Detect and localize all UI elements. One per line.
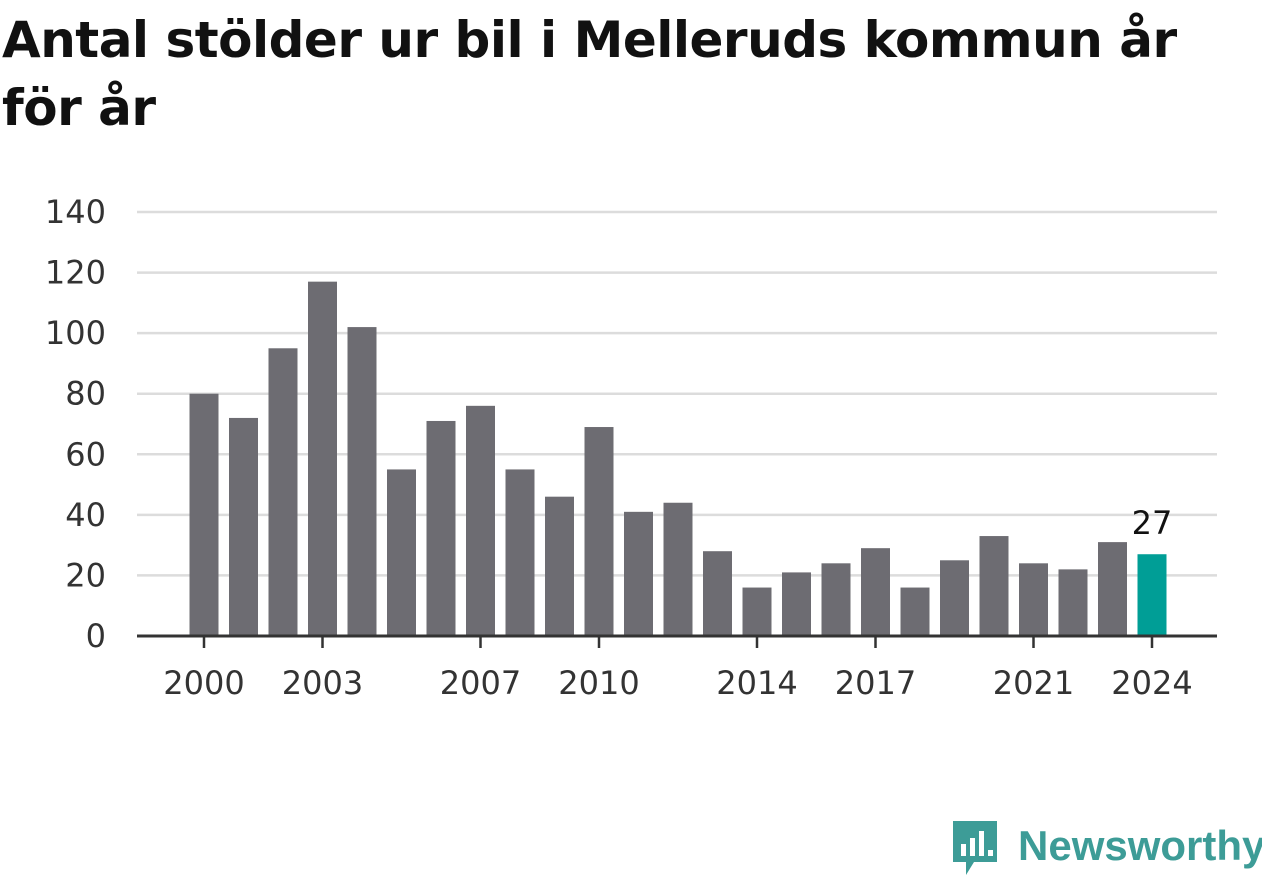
bar-2010 [584, 427, 614, 636]
bar-2021 [1019, 563, 1048, 636]
bar-2017 [861, 548, 890, 636]
bar-2001 [229, 417, 258, 636]
bar-2023 [1098, 542, 1127, 636]
data-label-2024: 27 [1132, 504, 1173, 542]
y-tick-label: 80 [65, 375, 106, 413]
bar-2008 [505, 469, 535, 636]
y-axis-ticks: 0 20 40 60 80 100 120 140 [45, 193, 106, 655]
x-tick-label: 2021 [993, 664, 1074, 702]
bar-2024 [1137, 554, 1167, 636]
bar-2012 [663, 502, 693, 636]
chart-title: Antal stölder ur bil i Melleruds kommun … [2, 11, 1177, 137]
y-tick-label: 140 [45, 193, 106, 231]
y-tick-label: 20 [65, 556, 106, 594]
bar-2016 [821, 563, 851, 636]
x-tick-label: 2000 [163, 664, 244, 702]
bar-2022 [1058, 569, 1088, 636]
bar-2013 [703, 551, 732, 636]
bar-2003 [308, 281, 337, 636]
bar-2005 [387, 469, 416, 636]
x-tick-label: 2003 [282, 664, 363, 702]
y-tick-label: 120 [45, 254, 106, 292]
x-tick-label: 2010 [558, 664, 639, 702]
x-tick-label: 2024 [1111, 664, 1192, 702]
bar-2002 [268, 348, 298, 636]
bar-2014 [742, 587, 772, 636]
bar-2019 [940, 560, 969, 636]
data-labels: 27 [1132, 504, 1173, 542]
bar-2009 [545, 496, 574, 636]
bars [189, 281, 1167, 636]
bar-2000 [189, 393, 219, 636]
newsworthy-logo: Newsworthy [950, 818, 1262, 880]
newsworthy-logo-icon [953, 821, 997, 875]
x-tick-label: 2014 [716, 664, 797, 702]
x-tick-label: 2017 [835, 664, 916, 702]
y-tick-label: 100 [45, 314, 106, 352]
bar-2020 [979, 536, 1009, 636]
y-tick-label: 60 [65, 435, 106, 473]
x-axis-ticks: 2000 2003 2007 2010 2014 2017 2021 2024 [163, 636, 1193, 702]
bar-2011 [624, 511, 653, 636]
bar-2004 [347, 327, 377, 636]
brand-name: Newsworthy [1018, 822, 1262, 869]
x-tick-label: 2007 [440, 664, 521, 702]
y-tick-label: 40 [65, 496, 106, 534]
y-tick-label: 0 [86, 617, 106, 655]
bar-2006 [426, 420, 456, 636]
bar-2007 [466, 405, 495, 636]
bar-2015 [782, 572, 811, 636]
bar-2018 [900, 587, 930, 636]
